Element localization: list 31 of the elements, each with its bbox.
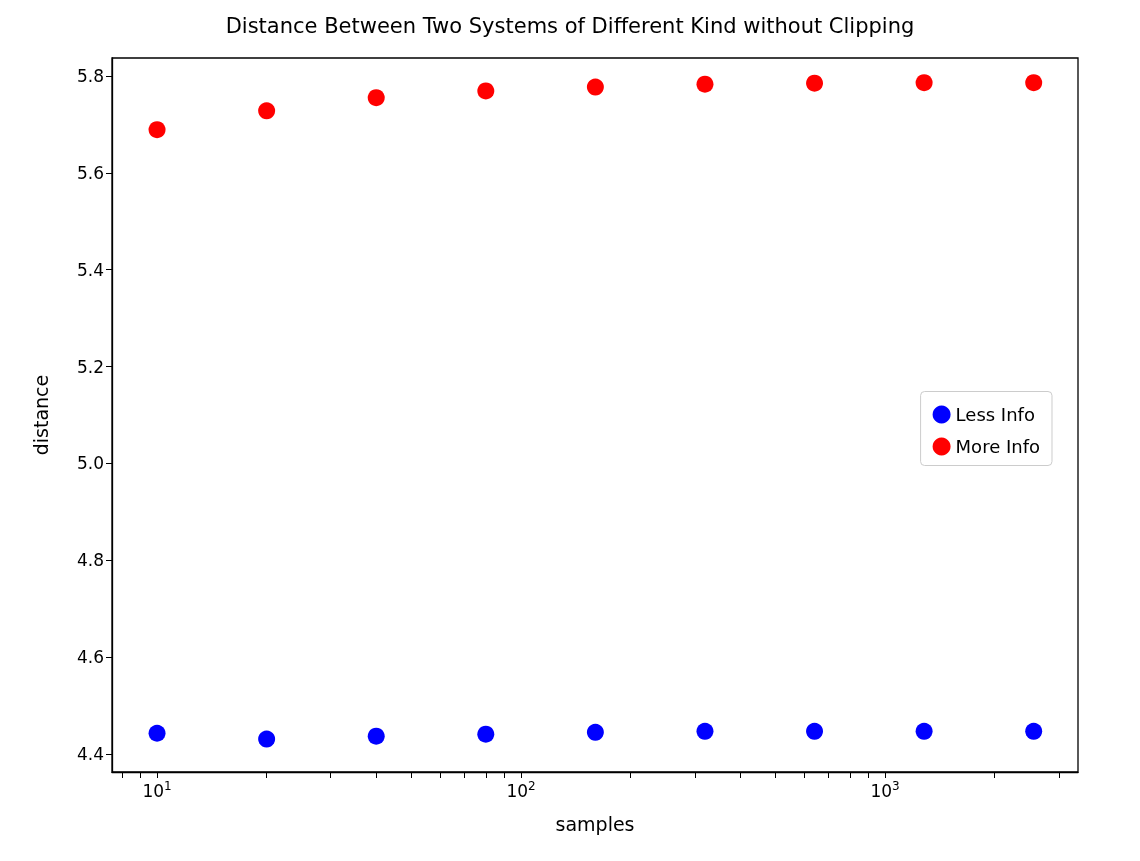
y-tick-label: 5.0 (76, 453, 104, 474)
point (915, 722, 933, 740)
point (258, 730, 276, 748)
point (477, 725, 495, 743)
point (148, 724, 166, 742)
y-tick-label: 5.4 (76, 259, 104, 280)
point (1025, 722, 1043, 740)
legend-label: Less Info (955, 404, 1035, 425)
point (258, 102, 276, 120)
point (806, 722, 824, 740)
y-tick-label: 5.6 (76, 162, 104, 183)
chart-title: Distance Between Two Systems of Different Kind without Clipping (225, 13, 915, 38)
y-tick-label: 5.8 (76, 65, 104, 86)
point (367, 727, 385, 745)
point (367, 89, 385, 107)
y-tick-label: 4.8 (76, 550, 104, 571)
y-tick-label: 5.2 (76, 356, 104, 377)
point (148, 121, 166, 139)
x-axis-title: samples (555, 812, 635, 835)
point (586, 78, 604, 96)
y-tick-label: 4.4 (76, 744, 104, 765)
point (477, 82, 495, 100)
point (696, 75, 714, 93)
point (1025, 74, 1043, 92)
y-axis-title: distance (29, 374, 52, 456)
point (915, 74, 933, 92)
point (806, 74, 824, 92)
point (696, 722, 714, 740)
y-tick-label: 4.6 (76, 647, 104, 668)
legend-label: More Info (955, 436, 1041, 457)
point (586, 723, 604, 741)
